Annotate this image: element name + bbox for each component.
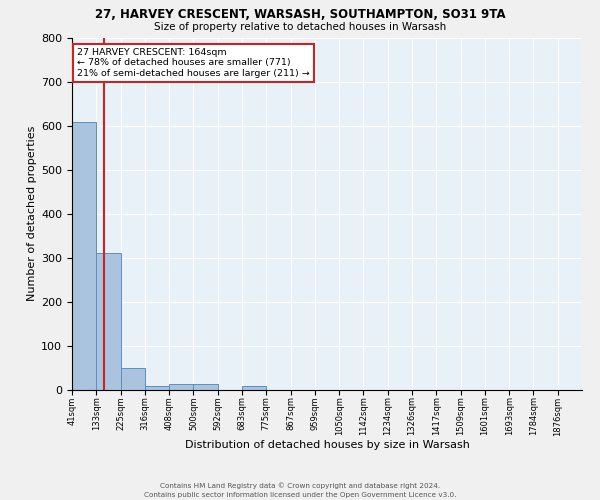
Text: Contains public sector information licensed under the Open Government Licence v3: Contains public sector information licen… [144, 492, 456, 498]
Y-axis label: Number of detached properties: Number of detached properties [27, 126, 37, 302]
Bar [242, 386, 266, 390]
Bar [169, 384, 193, 390]
Bar [96, 253, 121, 390]
Bar [145, 386, 169, 390]
Bar [121, 368, 145, 390]
Text: 27, HARVEY CRESCENT, WARSASH, SOUTHAMPTON, SO31 9TA: 27, HARVEY CRESCENT, WARSASH, SOUTHAMPTO… [95, 8, 505, 20]
Text: 27 HARVEY CRESCENT: 164sqm
← 78% of detached houses are smaller (771)
21% of sem: 27 HARVEY CRESCENT: 164sqm ← 78% of deta… [77, 48, 310, 78]
Text: Contains HM Land Registry data © Crown copyright and database right 2024.: Contains HM Land Registry data © Crown c… [160, 482, 440, 489]
Bar [72, 122, 96, 390]
X-axis label: Distribution of detached houses by size in Warsash: Distribution of detached houses by size … [185, 440, 469, 450]
Text: Size of property relative to detached houses in Warsash: Size of property relative to detached ho… [154, 22, 446, 32]
Bar [193, 384, 218, 390]
